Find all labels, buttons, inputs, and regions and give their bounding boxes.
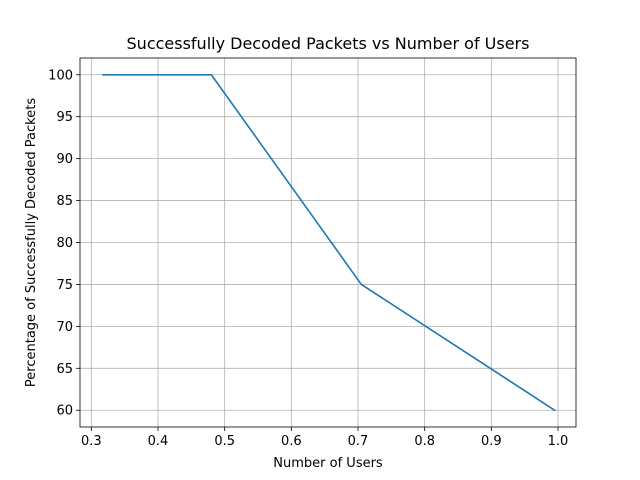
axis-ticks: 0.3 0.4 0.5 0.6 0.7 0.8 0.9 1.0 60 65 70 75 80 85 90 95… <box>48 68 568 449</box>
x-tick-label: 1.0 <box>548 434 569 449</box>
x-tick-label: 0.8 <box>414 434 435 449</box>
x-axis-label: Number of Users <box>273 456 383 471</box>
series-line <box>101 73 556 412</box>
y-axis-label: Percentage of Successfully Decoded Packe… <box>24 98 39 387</box>
y-tick-label: 85 <box>56 194 73 209</box>
series-layer <box>101 73 556 412</box>
x-tick-label: 0.9 <box>481 434 502 449</box>
y-tick-label: 65 <box>56 362 73 377</box>
y-tick-label: 60 <box>56 404 73 419</box>
chart-title: Successfully Decoded Packets vs Number o… <box>127 34 530 53</box>
y-tick-label: 95 <box>56 110 73 125</box>
y-tick-label: 100 <box>48 68 73 83</box>
x-tick-label: 0.5 <box>214 434 235 449</box>
x-tick-label: 0.3 <box>81 434 102 449</box>
x-tick-label: 0.7 <box>348 434 369 449</box>
x-tick-label: 0.6 <box>281 434 302 449</box>
y-tick-label: 70 <box>56 320 73 335</box>
y-tick-label: 80 <box>56 236 73 251</box>
y-tick-label: 90 <box>56 152 73 167</box>
y-tick-label: 75 <box>56 278 73 293</box>
x-tick-label: 0.4 <box>148 434 169 449</box>
grid-lines <box>80 58 576 427</box>
